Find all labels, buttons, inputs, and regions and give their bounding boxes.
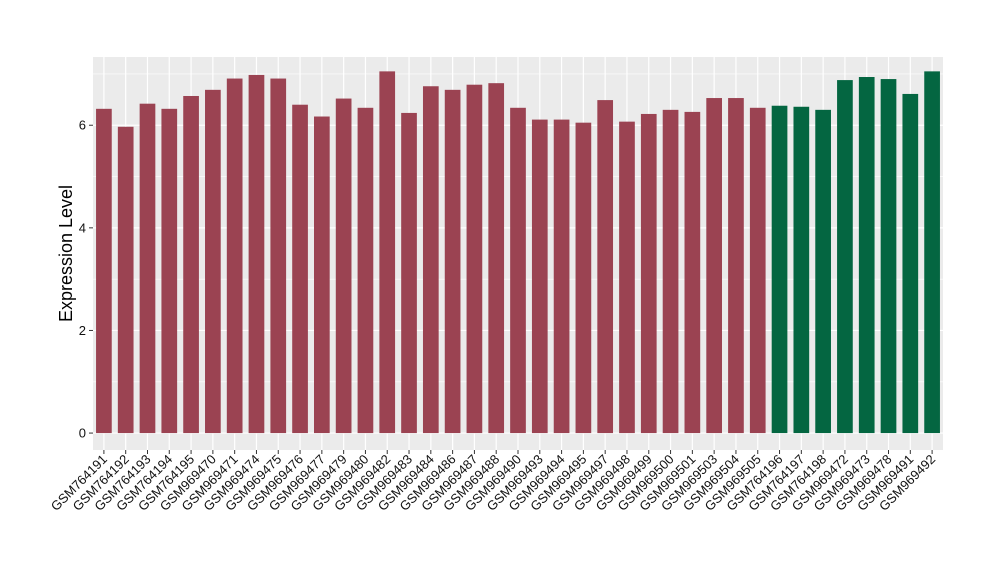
bars	[96, 71, 940, 434]
bar	[270, 78, 287, 434]
bar	[226, 78, 243, 434]
bar	[117, 126, 134, 434]
bar	[314, 116, 330, 434]
bar	[444, 89, 461, 434]
bar	[771, 105, 788, 434]
bar	[662, 109, 679, 434]
y-tick-label: 2	[79, 323, 86, 338]
bar	[728, 98, 744, 434]
bar	[575, 122, 592, 434]
bar	[531, 119, 548, 434]
bar	[139, 103, 156, 434]
bar	[510, 107, 526, 434]
bar	[488, 83, 505, 434]
bar	[335, 98, 352, 434]
bar	[401, 112, 417, 434]
bar	[749, 107, 766, 434]
bar	[858, 77, 875, 434]
bar	[183, 95, 199, 434]
bar	[924, 71, 940, 434]
bar	[357, 107, 374, 434]
bar	[902, 93, 919, 434]
bar	[837, 80, 853, 434]
bar	[815, 109, 831, 434]
bar	[161, 108, 178, 434]
bar	[880, 79, 897, 434]
y-tick-label: 4	[79, 220, 86, 235]
bar	[619, 121, 635, 434]
bar	[553, 119, 570, 434]
y-axis-title: Expression Level	[56, 185, 76, 322]
bar	[205, 89, 221, 434]
bar	[684, 111, 701, 434]
bar	[292, 104, 308, 434]
bar	[379, 71, 396, 434]
bar	[96, 108, 112, 434]
bar	[706, 98, 722, 434]
y-axis: 0 2 4 6	[79, 118, 93, 441]
bar	[466, 84, 483, 434]
bar	[422, 86, 439, 434]
bar	[248, 74, 265, 434]
x-axis: GSM764191GSM764192GSM764193GSM764194GSM7…	[48, 450, 938, 514]
y-tick-label: 6	[79, 118, 86, 133]
bar	[597, 100, 614, 434]
y-tick-label: 0	[79, 426, 86, 441]
bar	[640, 113, 657, 434]
bar	[793, 106, 810, 434]
